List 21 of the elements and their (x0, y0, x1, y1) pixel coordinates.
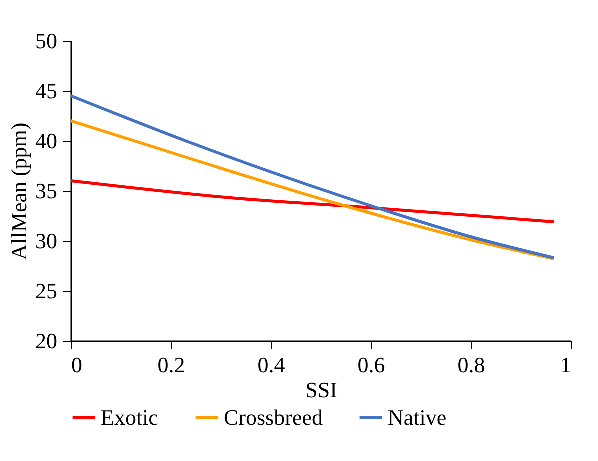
y-tick-label: 35 (36, 178, 58, 204)
legend-label: Exotic (101, 405, 159, 430)
line-series (70, 120, 556, 260)
line-series (70, 180, 556, 224)
y-tick-label: 40 (36, 128, 58, 154)
y-tick-label: 45 (36, 78, 58, 104)
x-tick-label: 0.2 (158, 352, 186, 378)
x-tick-label: 0.6 (358, 352, 386, 378)
x-tick-label: 0.8 (458, 352, 486, 378)
x-tick-label: 1 (560, 352, 572, 378)
x-axis-title: SSI (306, 378, 338, 402)
x-tick-label: 0 (72, 352, 82, 378)
y-tick-label: 30 (36, 228, 58, 254)
x-tick-label: 0.4 (258, 352, 286, 378)
y-tick-label: 50 (36, 28, 58, 54)
line-series (70, 94, 556, 260)
legend-label: Native (388, 405, 447, 430)
y-tick-label: 20 (36, 328, 58, 354)
legend-label: Crossbreed (224, 405, 323, 430)
y-tick-label: 25 (36, 278, 58, 304)
y-axis-title: AllMean (ppm) (6, 122, 32, 260)
